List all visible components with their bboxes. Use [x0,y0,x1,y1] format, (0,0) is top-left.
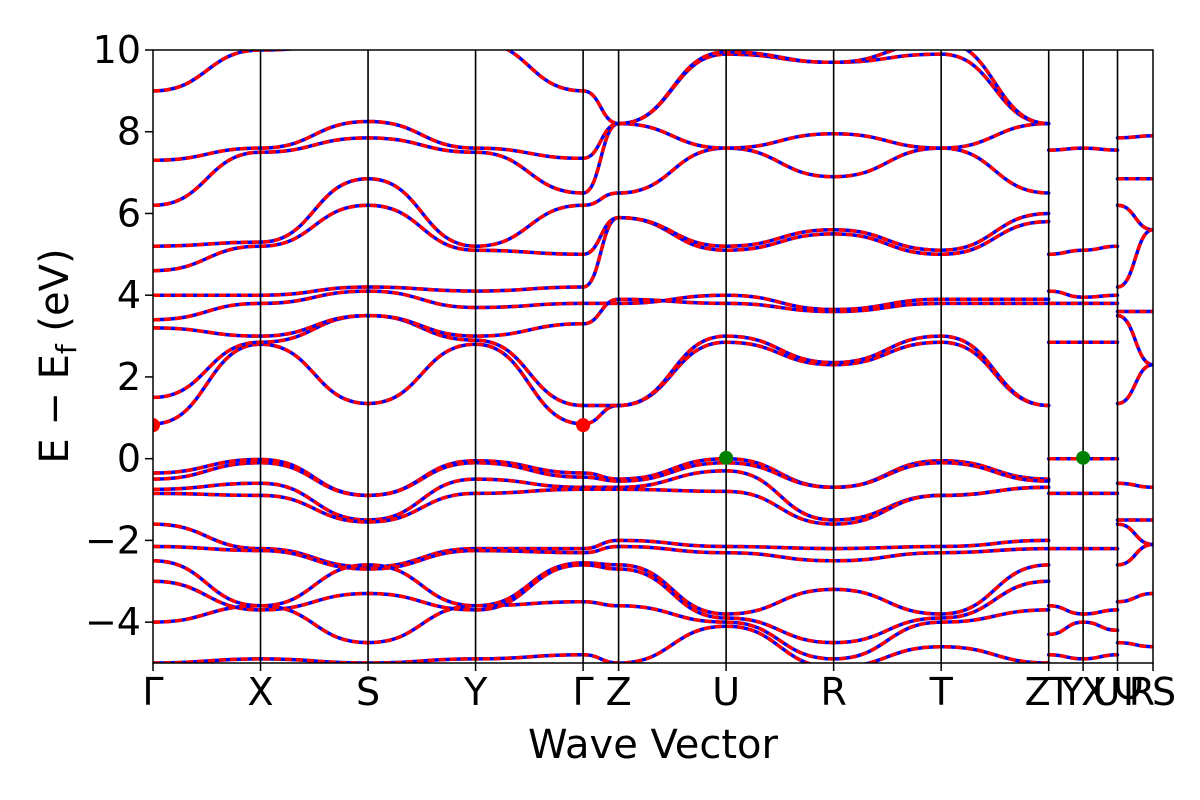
bands-layer [153,50,1153,663]
y-axis-label-main: E − E [32,354,78,464]
band-spin-down [1116,228,1153,289]
band-spin-down [1117,542,1153,567]
band-spin-down [153,599,1049,661]
x-tick-label: Γ [573,670,594,714]
band-extremum-marker [153,418,160,433]
x-tick-label: T [1047,670,1072,714]
band-spin-down [153,544,1049,571]
y-axis-label-sub: f [50,343,83,354]
band-spin-down [153,313,1049,408]
y-tick-label: −4 [85,600,141,644]
band-spin-down [153,121,1049,208]
y-tick-label: 2 [117,355,141,399]
y-tick-label: 6 [117,191,141,235]
x-tick-label: Z [1025,670,1051,714]
band-spin-up [153,340,1051,426]
band-spin-down [153,522,1049,569]
band-spin-down [153,289,1049,322]
band-spin-down [153,469,1049,522]
band-spin-down [153,146,1049,248]
band-spin-up [153,313,1051,408]
band-spin-up [153,203,1051,273]
extrema-markers [153,418,1091,465]
band-spin-down [1117,640,1153,649]
x-tick-label: U [712,670,740,714]
x-tick-label: Z [606,670,632,714]
band-spin-down [153,559,1049,616]
y-tick-label: −2 [85,518,141,562]
band-spin-down [1117,203,1153,232]
band-spin-down [1117,362,1153,406]
band-spin-down [1117,591,1153,604]
kpath-vertical-lines [259,50,1119,663]
band-spin-up [153,121,1051,208]
band-spin-down [153,485,1049,526]
band-spin-down [153,340,1049,426]
band-spin-up [1115,542,1153,567]
band-spin-down [153,624,1049,663]
band-spin-down [1117,134,1153,140]
band-spin-up [153,485,1051,526]
x-tick-label: Ψ [1114,670,1144,714]
band-extremum-marker [576,418,591,433]
band-spin-down [1117,481,1153,490]
band-spin-down [153,52,1049,163]
x-tick-label: X [248,670,274,714]
x-tick-label: S [356,670,380,714]
band-spin-down [153,215,1049,297]
band-spin-down [153,297,1049,338]
y-tick-label: 4 [117,273,141,317]
band-spin-down [153,563,1049,645]
y-tick-label: 10 [93,28,141,72]
x-tick-label: Y [463,670,488,714]
band-spin-up [1115,522,1153,547]
x-tick-label: S [1152,670,1176,714]
x-tick-label: R [820,670,846,714]
band-spin-up [153,559,1051,616]
band-spin-up [1115,313,1153,367]
y-tick-label: 0 [117,437,141,481]
x-axis-label: Wave Vector [528,722,779,768]
x-tick-label: Y [1059,670,1084,714]
band-extremum-marker [1076,450,1091,465]
band-spin-down [153,50,1049,126]
y-tick-label: 8 [117,110,141,154]
band-spin-down [153,461,1049,498]
x-tick-label: X [1081,670,1107,714]
x-tick-label: Γ [142,670,163,714]
x-tick-label: U [1093,670,1121,714]
y-axis-label-unit: (eV) [32,248,78,344]
band-spin-down [153,203,1049,273]
x-tick-label: R [1129,670,1155,714]
band-spin-down [1117,313,1153,367]
band-extremum-marker [719,450,734,465]
y-axis-label: E − Ef (eV) [32,248,83,463]
x-tick-label: T [929,670,954,714]
plot-frame [152,49,1154,664]
y-ticks: 10 8 6 4 2 0 −2 −4 [85,28,153,644]
